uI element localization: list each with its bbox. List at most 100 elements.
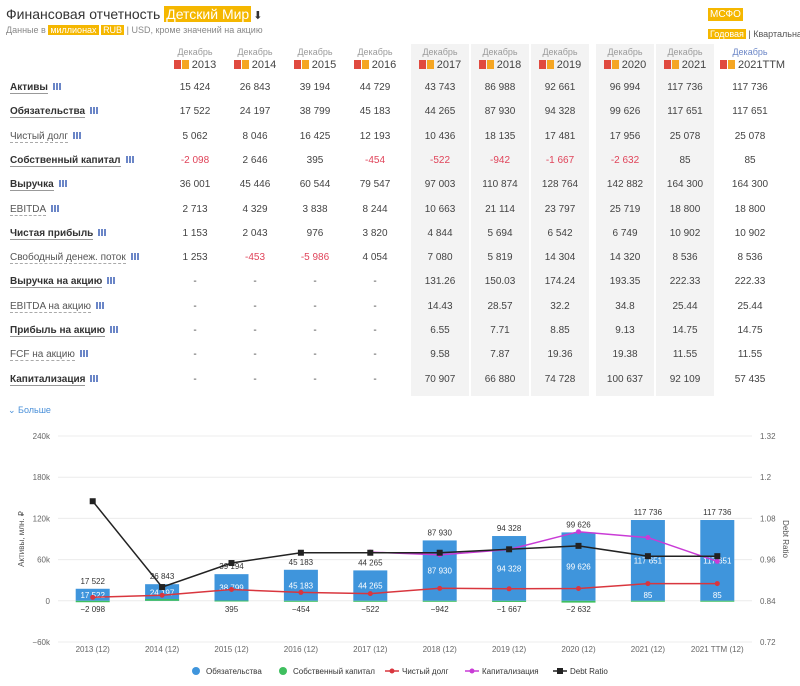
table-cell: 96 994 [609,82,641,93]
table-cell: 43 743 [424,82,456,93]
column-year-label: 2014 [251,59,277,71]
equity-bar [492,600,527,602]
table-cell: 11.55 [672,349,698,361]
column-year: 2015 [285,58,345,72]
column-month: Декабрь [297,47,333,57]
top-value-label: 39 194 [219,562,244,571]
table-cell: 12 193 [359,130,391,142]
table-cell: 14.43 [427,300,453,312]
table-cell: 28.57 [487,300,513,312]
table-cell: 23 797 [544,203,576,215]
table-cell: 8 536 [672,252,698,264]
pdf-icon[interactable] [603,60,611,69]
capitalization-point [645,535,651,541]
table-cell: 164 300 [666,179,704,191]
standard-selector[interactable]: МСФО [708,8,743,21]
pdf-icon[interactable] [173,60,181,69]
bar-chart-icon[interactable] [110,326,119,333]
report-icon[interactable] [611,60,619,69]
table-cell: 44 265 [424,106,456,118]
table-cell: 92 109 [669,373,701,385]
table-cell: - [313,325,317,336]
pdf-icon[interactable] [418,60,426,69]
column-year: 2016 [345,58,405,72]
row-label[interactable]: Чистая прибыль [10,227,107,240]
bar-chart-icon[interactable] [73,131,82,139]
row-label[interactable]: Чистый долг [10,130,82,143]
row-label[interactable]: EBITDA [10,203,60,216]
row-label[interactable]: Выручка на акцию [10,276,116,289]
legend-marker [192,667,200,675]
report-icon[interactable] [241,60,249,69]
row-label[interactable]: Активы [10,82,61,94]
liabilities-bar [145,584,180,601]
pdf-icon[interactable] [663,60,671,69]
row-label[interactable]: Свободный денеж. поток [10,252,139,265]
bar-chart-icon[interactable] [107,277,116,285]
x-tick-label: 2015 (12) [214,645,249,654]
currency-usd[interactable]: USD [131,25,151,35]
report-icon[interactable] [301,60,309,69]
period-annual[interactable]: Годовая [708,29,746,39]
row-label[interactable]: Выручка [10,179,67,192]
table-cell: 14 304 [544,252,576,264]
period-quarterly[interactable]: Квартальная [753,29,800,39]
table-cell: 10 663 [424,203,456,215]
report-icon[interactable] [361,60,369,69]
row-label[interactable]: Собственный капитал [10,154,134,167]
bar-chart-icon[interactable] [90,107,99,115]
y2-tick-label: 1.2 [760,473,772,482]
bar-chart-icon[interactable] [51,204,60,212]
report-icon[interactable] [181,60,189,69]
table-cell: 222.33 [734,276,766,288]
column-year-label: 2021 [681,59,707,71]
pdf-icon[interactable] [538,60,546,69]
currency-rub[interactable]: RUB [101,25,125,35]
capitalization-line [370,530,718,563]
more-link[interactable]: ⌄ Больше [8,405,51,415]
bar-chart-icon[interactable] [79,350,88,358]
column-header: Декабрь 2018 [470,47,530,72]
bar-chart-icon[interactable] [130,253,139,261]
column-header: Декабрь 2014 [225,47,285,72]
bar-chart-icon[interactable] [95,301,104,309]
row-label[interactable]: Прибыль на акцию [10,325,119,337]
equity-value-label: −2 098 [80,605,105,614]
pdf-icon[interactable] [478,60,486,69]
column-year-label: 2013 [191,59,217,71]
report-icon[interactable] [728,60,735,69]
report-icon[interactable] [426,60,434,69]
company-link[interactable]: Детский Мир [164,6,252,22]
financial-chart: 240k 180k 120k 60k 0 −60k 1.32 1.2 1.08 0.96 0.84 0… [17,432,790,676]
row-label[interactable]: FCF на акцию [10,349,88,362]
units-selector[interactable]: миллионах [48,25,99,35]
table-cell: 193.35 [609,276,641,288]
row-label[interactable]: Капитализация [10,373,99,386]
download-icon[interactable]: ⬇ [253,10,263,22]
bar-chart-icon[interactable] [98,228,107,236]
table-cell: - [373,276,377,288]
table-cell: - [313,349,317,361]
bar-value-label: 117 651 [634,556,663,565]
net-debt-point [714,581,720,587]
y-tick-label: 180k [33,473,51,482]
bar-chart-icon[interactable] [58,180,67,188]
pdf-icon[interactable] [293,60,301,69]
pdf-icon[interactable] [720,60,727,69]
equity-bar [283,600,318,602]
bar-chart-icon[interactable] [125,155,134,163]
table-cell: 17 522 [179,106,211,118]
report-icon[interactable] [486,60,494,69]
bar-chart-icon[interactable] [52,83,61,90]
row-label[interactable]: Обязательства [10,106,99,119]
report-icon[interactable] [546,60,554,69]
pdf-icon[interactable] [353,60,361,69]
pdf-icon[interactable] [233,60,241,69]
table-cell: 25 078 [734,130,766,142]
debt-ratio-point [367,549,374,556]
debt-ratio-point [89,498,96,505]
row-label[interactable]: EBITDA на акцию [10,300,104,313]
report-icon[interactable] [671,60,679,69]
bar-value-label: 94 328 [497,564,522,573]
bar-chart-icon[interactable] [90,374,99,382]
